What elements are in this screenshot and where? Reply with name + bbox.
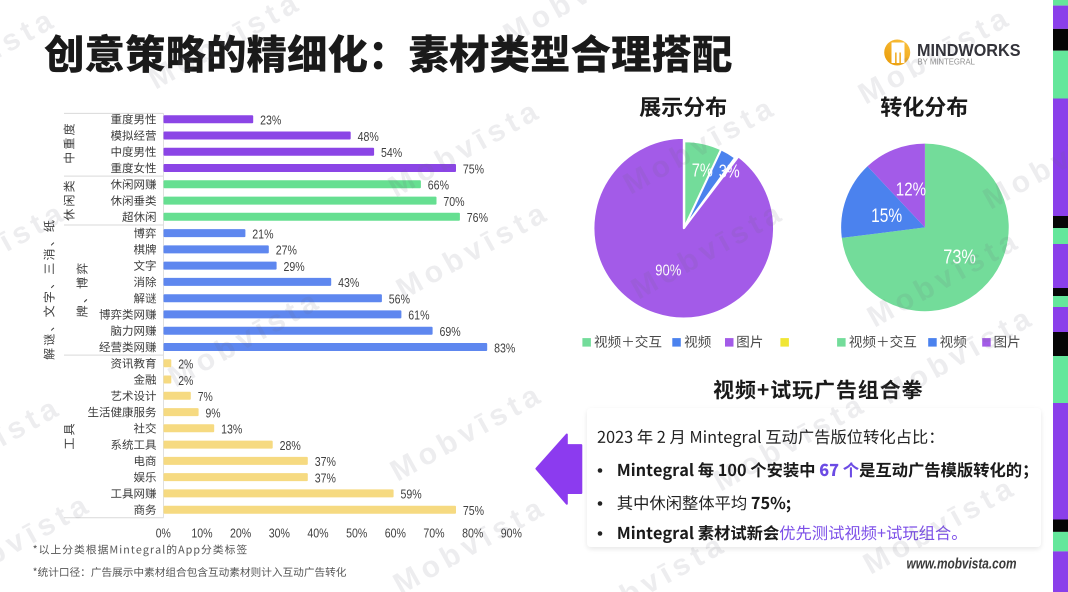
svg-text:48%: 48% [358,129,380,144]
svg-text:12%: 12% [896,179,926,200]
svg-text:80%: 80% [462,526,483,541]
svg-text:BY MINTEGRAL: BY MINTEGRAL [918,58,976,67]
svg-text:90%: 90% [501,526,522,541]
svg-text:59%: 59% [401,487,423,502]
svg-text:20%: 20% [230,526,251,541]
svg-text:73%: 73% [943,247,976,269]
svg-text:28%: 28% [280,438,302,453]
svg-text:15%: 15% [871,206,902,227]
svg-text:60%: 60% [385,526,406,541]
svg-text:30%: 30% [269,526,290,541]
svg-text:Mobvīsta: Mobvīsta [0,390,68,501]
svg-text:7%: 7% [692,160,713,180]
svg-text:29%: 29% [284,259,306,274]
svg-text:37%: 37% [315,454,337,469]
svg-text:76%: 76% [467,210,489,225]
svg-text:75%: 75% [463,503,485,518]
svg-text:www.mobvista.com: www.mobvista.com [907,557,1017,573]
svg-text:61%: 61% [408,308,430,323]
svg-text:70%: 70% [423,526,444,541]
svg-text:3%: 3% [719,162,740,182]
svg-text:0%: 0% [156,526,171,541]
svg-text:75%: 75% [463,161,485,176]
svg-text:70%: 70% [443,194,465,209]
svg-text:Mobvīsta: Mobvīsta [383,93,548,204]
svg-text:69%: 69% [440,324,462,339]
svg-text:21%: 21% [252,226,274,241]
svg-text:54%: 54% [381,145,403,160]
svg-text:50%: 50% [346,526,367,541]
svg-text:90%: 90% [655,262,681,279]
svg-text:27%: 27% [276,243,298,258]
svg-text:7%: 7% [198,389,213,404]
svg-text:56%: 56% [389,292,411,307]
svg-text:83%: 83% [494,340,516,355]
svg-text:MINDWORKS: MINDWORKS [917,40,1021,60]
svg-text:66%: 66% [428,178,450,193]
svg-text:2%: 2% [178,357,193,372]
svg-text:40%: 40% [307,526,328,541]
svg-text:2%: 2% [178,373,193,388]
svg-text:37%: 37% [315,470,337,485]
svg-text:43%: 43% [338,275,360,290]
svg-text:Mobvīsta: Mobvīsta [0,195,73,306]
svg-text:13%: 13% [221,422,243,437]
svg-text:9%: 9% [206,405,221,420]
svg-text:23%: 23% [260,113,282,128]
svg-text:10%: 10% [191,526,212,541]
svg-text:Mobvīsta: Mobvīsta [0,487,98,592]
svg-text:Mobvīsta: Mobvīsta [385,377,550,488]
